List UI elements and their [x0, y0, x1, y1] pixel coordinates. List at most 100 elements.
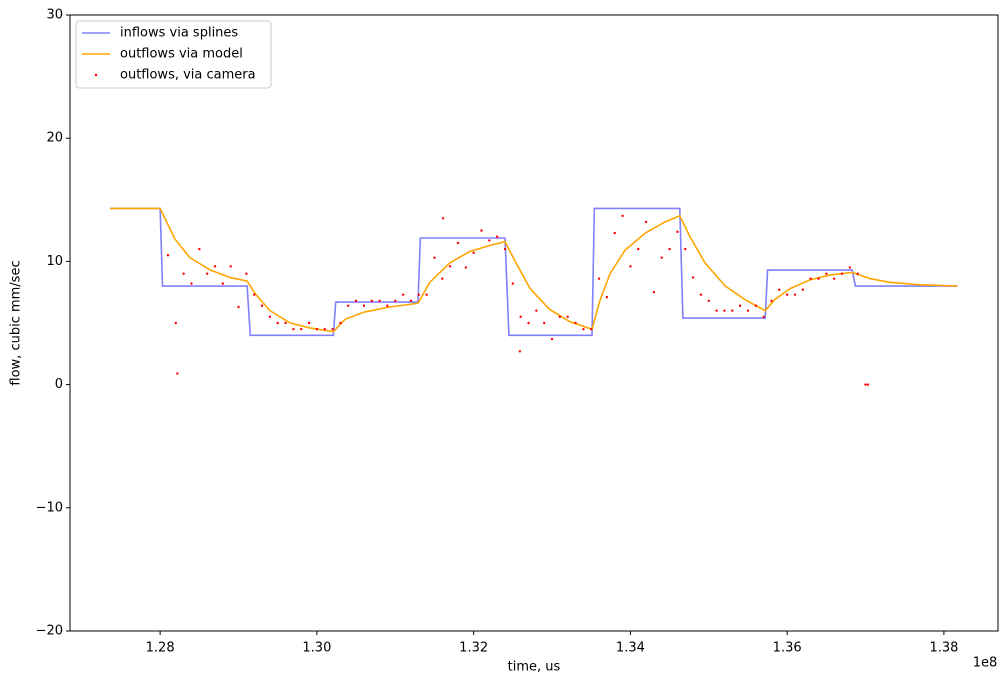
scatter-point: [245, 272, 248, 275]
scatter-point: [300, 327, 303, 331]
scatter-point: [668, 247, 671, 251]
scatter-point: [339, 321, 342, 325]
scatter-point: [542, 321, 546, 325]
scatter-point: [840, 272, 844, 275]
series-line: [109, 207, 958, 337]
y-axis-label: flow, cubic mm/sec: [9, 260, 24, 385]
x-axis-label: time, us: [508, 660, 561, 675]
scatter-point: [793, 293, 797, 296]
scatter-point: [832, 277, 836, 280]
scatter-point: [511, 282, 515, 285]
scatter-point: [550, 337, 554, 341]
scatter-point: [605, 295, 609, 299]
x-tick-label: 1.36: [773, 641, 802, 656]
scatter-point: [637, 247, 640, 251]
scatter-point: [566, 315, 569, 319]
legend-marker: [94, 73, 98, 77]
x-tick-label: 1.28: [146, 641, 175, 656]
legend: inflows via splines outflows via model out…: [75, 20, 272, 89]
scatter-point: [252, 293, 256, 296]
scatter-point: [401, 293, 405, 296]
x-tick-label: 1.30: [302, 641, 331, 656]
scatter-point: [425, 293, 428, 296]
scatter-point: [370, 299, 373, 303]
scatter-point: [347, 304, 350, 307]
scatter-point: [441, 217, 445, 220]
scatter-point: [574, 321, 577, 325]
scatter-point: [590, 327, 593, 331]
scatter-point: [707, 299, 710, 303]
scatter-point: [770, 299, 773, 303]
series-line: [109, 207, 958, 333]
scatter-point: [558, 315, 562, 319]
scatter-point: [856, 272, 859, 275]
scatter-point: [699, 293, 703, 296]
scatter-point: [684, 247, 687, 251]
scatter-point: [386, 304, 389, 307]
x-tick-label: 1.38: [929, 641, 958, 656]
legend-box: [75, 20, 272, 89]
scatter-point: [519, 315, 522, 319]
y-tick-label: 0: [55, 377, 63, 392]
scatter-point: [825, 272, 828, 275]
scatter-point: [307, 321, 311, 325]
scatter-point: [754, 304, 758, 307]
scatter-point: [691, 276, 695, 279]
scatter-point: [738, 304, 742, 307]
scatter-point: [229, 265, 232, 268]
scatter-point: [441, 277, 444, 280]
scatter-point: [221, 282, 225, 285]
scatter-point: [495, 235, 499, 238]
scatter-point: [464, 266, 468, 269]
scatter-point: [213, 265, 217, 268]
x-tick-label: 1.32: [459, 641, 488, 656]
scatter-point: [237, 305, 240, 309]
scatter-point: [582, 327, 585, 331]
scatter-point: [268, 315, 272, 319]
scatter-point: [409, 299, 413, 303]
scatter-point: [809, 277, 812, 280]
scatter-point: [292, 327, 295, 331]
scatter-point: [394, 299, 397, 303]
scatter-point: [448, 265, 452, 268]
scatter-point: [284, 321, 287, 325]
legend-label: outflows via model: [120, 47, 243, 62]
scatter-point: [676, 230, 679, 234]
legend-label: outflows, via camera: [120, 68, 256, 83]
scatter-point: [315, 327, 319, 331]
scatter-point: [746, 309, 750, 312]
scatter-point: [848, 266, 852, 269]
scatter-point: [166, 254, 170, 257]
scatter-point: [378, 299, 381, 303]
scatter-point: [190, 282, 193, 285]
scatter-point: [354, 299, 358, 303]
scatter-point: [644, 220, 648, 224]
scatter-point: [205, 272, 209, 275]
scatter-point: [456, 241, 460, 245]
scatter-point: [866, 383, 870, 386]
scatter-point: [801, 288, 805, 291]
x-tick-label: 1.34: [616, 641, 645, 656]
scatter-point: [597, 277, 601, 280]
scatter-point: [535, 309, 538, 312]
scatter-point: [723, 309, 726, 312]
scatter-point: [652, 291, 656, 294]
scatter-point: [480, 229, 483, 232]
scatter-point: [762, 315, 765, 319]
scatter-point: [331, 327, 334, 331]
scatter-point: [864, 383, 867, 386]
scatter-point: [715, 309, 718, 312]
legend-label: inflows via splines: [120, 26, 238, 41]
scatter-point: [276, 321, 279, 325]
scatter-point: [629, 265, 632, 268]
scatter-point: [488, 239, 491, 242]
scatter-point: [260, 304, 264, 307]
scatter-point: [503, 247, 507, 251]
scatter-point: [613, 231, 616, 235]
y-tick-label: 30: [46, 8, 63, 23]
scatter-point: [198, 247, 201, 251]
y-tick-label: −10: [36, 500, 63, 515]
x-offset-label: 1e8: [973, 656, 998, 671]
